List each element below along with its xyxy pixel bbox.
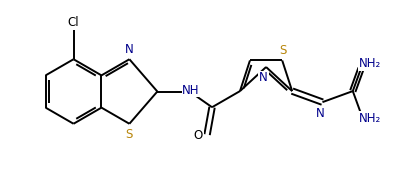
- Text: Cl: Cl: [68, 16, 79, 29]
- Text: O: O: [194, 129, 203, 142]
- Text: S: S: [126, 128, 133, 141]
- Text: S: S: [280, 44, 287, 57]
- Text: NH: NH: [182, 84, 200, 97]
- Text: NH₂: NH₂: [359, 57, 381, 70]
- Text: N: N: [125, 43, 134, 56]
- Text: NH₂: NH₂: [359, 112, 381, 125]
- Text: N: N: [259, 71, 268, 84]
- Text: N: N: [315, 107, 324, 120]
